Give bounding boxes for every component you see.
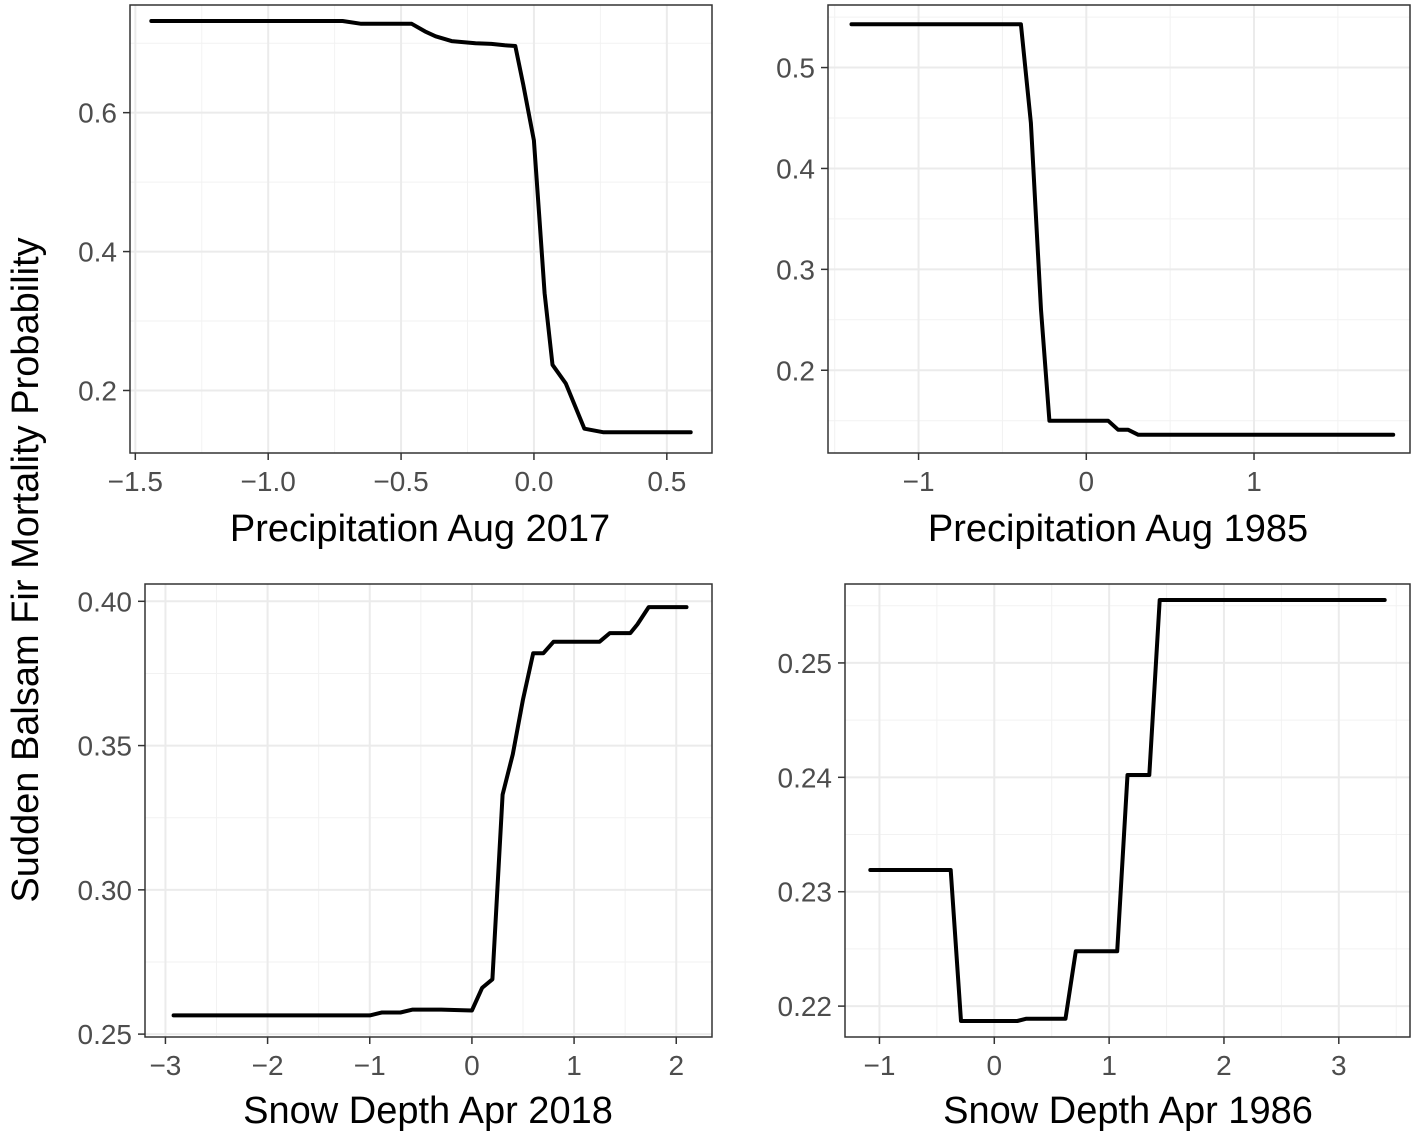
y-tick-label: 0.30 [78, 875, 133, 906]
y-tick-label: 0.4 [78, 237, 117, 268]
shared-y-axis-title: Sudden Balsam Fir Mortality Probability [5, 237, 47, 902]
y-tick-label: 0.2 [78, 375, 117, 406]
y-tick-label: 0.25 [78, 1019, 133, 1050]
y-tick-label: 0.24 [778, 762, 833, 793]
x-tick-label: 1 [566, 1050, 582, 1081]
x-axis-title: Precipitation Aug 1985 [928, 508, 1308, 550]
panel-snow-depth-apr-1986: −1 0 1 2 3 0.22 0.23 0.24 0.25 Snow Depth Apr 19… [778, 583, 1411, 1132]
x-axis-title: Snow Depth Apr 1986 [943, 1090, 1313, 1132]
x-tick-label: −1 [903, 466, 935, 497]
partial-dependence-line [868, 598, 1387, 1023]
x-tick-label: −1 [354, 1050, 386, 1081]
x-tick-label: 0 [986, 1050, 1002, 1081]
x-axis-title: Precipitation Aug 2017 [230, 508, 610, 550]
x-axis-title: Snow Depth Apr 2018 [243, 1090, 613, 1132]
partial-dependence-line [149, 19, 693, 435]
y-tick-label: 0.25 [778, 648, 833, 679]
y-tick-label: 0.40 [78, 586, 133, 617]
panel-border [144, 583, 713, 1038]
panel-snow-depth-apr-2018: −3 −2 −1 0 1 2 0.25 0.30 0.35 0.40 Snow Depth Apr… [78, 583, 713, 1132]
x-tick-label: −1 [863, 1050, 895, 1081]
y-tick-label: 0.2 [776, 355, 815, 386]
y-tick-label: 0.35 [78, 731, 133, 762]
partial-dependence-line [849, 22, 1396, 437]
x-tick-label: 2 [668, 1050, 684, 1081]
x-tick-label: −0.5 [373, 466, 428, 497]
x-tick-label: 3 [1331, 1050, 1347, 1081]
y-tick-label: 0.23 [778, 877, 833, 908]
y-tick-label: 0.6 [78, 98, 117, 129]
x-tick-label: −3 [149, 1050, 181, 1081]
y-tick-label: 0.22 [778, 991, 833, 1022]
x-tick-label: 1 [1101, 1050, 1117, 1081]
panel-border [844, 583, 1411, 1038]
x-tick-label: 0 [464, 1050, 480, 1081]
x-tick-label: −1.0 [241, 466, 296, 497]
x-tick-label: 2 [1216, 1050, 1232, 1081]
x-tick-label: 1 [1246, 466, 1262, 497]
x-tick-label: −1.5 [108, 466, 163, 497]
panel-border [827, 4, 1411, 454]
panel-border [129, 4, 713, 454]
y-tick-label: 0.4 [776, 153, 815, 184]
panel-precip-aug-1985: −1 0 1 0.2 0.3 0.4 0.5 Precipitation Aug 1985 [776, 4, 1411, 550]
y-tick-label: 0.3 [776, 254, 815, 285]
y-tick-label: 0.5 [776, 53, 815, 84]
x-tick-label: 0.5 [647, 466, 686, 497]
x-tick-label: 0.0 [514, 466, 553, 497]
x-tick-label: 0 [1079, 466, 1095, 497]
panel-precip-aug-2017: −1.5 −1.0 −0.5 0.0 0.5 0.2 0.4 0.6 Precipitatio… [78, 4, 713, 550]
x-tick-label: −2 [252, 1050, 284, 1081]
partial-dependence-line [171, 605, 689, 1018]
